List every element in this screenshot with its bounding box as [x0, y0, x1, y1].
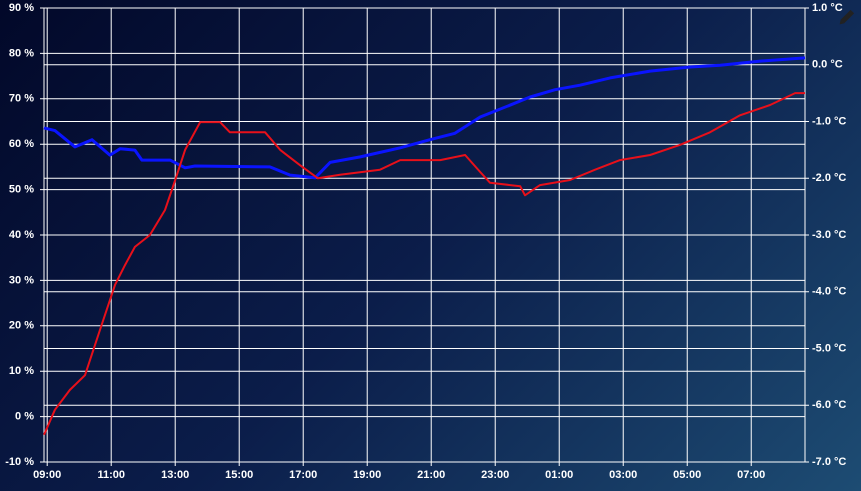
pencil-body [840, 9, 855, 24]
pencil-tip [839, 19, 845, 25]
x-tick-label: 15:00 [225, 469, 253, 481]
y-tick-label: 0 % [15, 411, 34, 423]
y-tick-label: 90 % [9, 2, 34, 14]
y2-tick-label: 1.0 °C [812, 2, 843, 14]
y2-tick-label: 0.0 °C [812, 59, 843, 71]
y-tick-label: 70 % [9, 93, 34, 105]
y2-tick-label: -7.0 °C [812, 456, 846, 468]
y-tick-label: 10 % [9, 365, 34, 377]
edit-icon[interactable] [838, 9, 855, 26]
y2-tick-label: -2.0 °C [812, 172, 846, 184]
y2-tick-label: -5.0 °C [812, 342, 846, 354]
x-tick-label: 07:00 [737, 469, 765, 481]
y-tick-label: 40 % [9, 229, 34, 241]
x-tick-label: 11:00 [97, 469, 125, 481]
y-tick-label: -10 % [5, 456, 34, 468]
y2-tick-label: -4.0 °C [812, 286, 846, 298]
x-tick-label: 09:00 [33, 469, 61, 481]
y-tick-label: 30 % [9, 274, 34, 286]
x-tick-label: 03:00 [609, 469, 637, 481]
y-tick-label: 20 % [9, 320, 34, 332]
x-tick-label: 19:00 [353, 469, 381, 481]
series-line [43, 56, 806, 180]
x-tick-label: 01:00 [545, 469, 573, 481]
x-tick-label: 13:00 [161, 469, 189, 481]
y-tick-label: 60 % [9, 138, 34, 150]
y-tick-label: 80 % [9, 47, 34, 59]
series-line [43, 92, 805, 436]
x-tick-label: 21:00 [417, 469, 445, 481]
y-tick-label: 50 % [9, 184, 34, 196]
x-tick-label: 05:00 [673, 469, 701, 481]
y2-tick-label: -3.0 °C [812, 229, 846, 241]
y2-tick-label: -1.0 °C [812, 115, 846, 127]
y2-tick-label: -6.0 °C [812, 399, 846, 411]
x-tick-label: 17:00 [289, 469, 317, 481]
x-tick-label: 23:00 [481, 469, 509, 481]
